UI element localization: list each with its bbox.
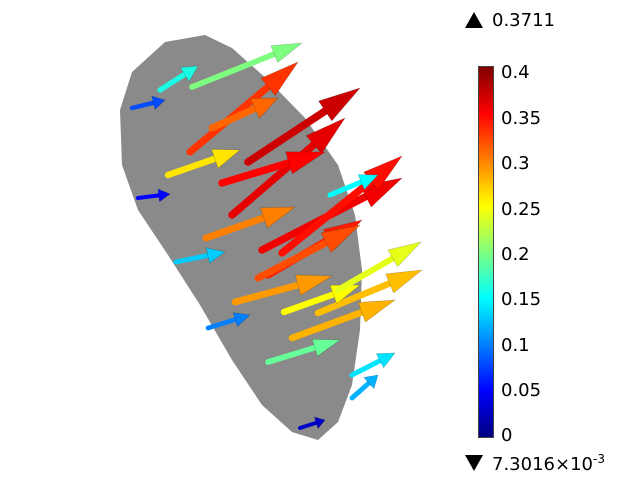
arrow-shaft <box>349 380 372 401</box>
colorbar-tick: 0.1 <box>501 335 530 356</box>
arrow-shaft <box>280 291 337 316</box>
arrow-head <box>320 224 361 253</box>
arrow-shaft <box>129 100 156 111</box>
arrow-head <box>318 87 361 122</box>
arrow-shaft <box>288 308 366 342</box>
arrow-shaft <box>244 107 330 166</box>
arrow-shaft <box>231 281 302 306</box>
arrow-head <box>259 206 296 229</box>
arrow-shaft <box>135 193 161 201</box>
arrow-head <box>305 117 346 155</box>
arrow-head <box>232 312 251 327</box>
min-triangle-icon <box>465 455 483 471</box>
arrow-head <box>270 42 303 63</box>
vector-arrow <box>244 87 361 166</box>
vector-arrow <box>231 274 334 306</box>
vector-arrow <box>254 224 361 282</box>
arrow-shaft <box>218 159 293 187</box>
arrow-shaft <box>265 344 318 365</box>
colorbar-tick: 0.3 <box>501 153 530 174</box>
arrow-shaft <box>164 155 219 179</box>
arrow-head <box>151 95 166 111</box>
surface-patch <box>120 35 362 440</box>
max-value-label: 0.3711 <box>492 10 555 31</box>
colorbar-tick: 0.25 <box>501 199 542 220</box>
arrow-layer <box>129 42 423 430</box>
arrow-head <box>357 299 397 323</box>
vector-arrow <box>205 312 251 331</box>
arrow-shaft <box>334 255 396 294</box>
min-value-label: 7.3016×10-3 <box>492 452 605 475</box>
vector-arrow <box>334 241 422 294</box>
vector-arrow <box>173 247 226 265</box>
arrow-shaft <box>202 214 268 242</box>
vector-arrow <box>314 269 423 317</box>
colorbar-tick: 0.15 <box>501 289 542 310</box>
arrow-head <box>311 338 341 357</box>
arrow-head <box>375 352 396 369</box>
colorbar-tick: 0.05 <box>501 380 542 401</box>
arrow-head <box>211 148 241 169</box>
vector-arrow <box>218 151 326 187</box>
vector-arrow <box>349 352 396 378</box>
arrow-shaft <box>298 420 319 430</box>
arrow-head <box>357 174 379 190</box>
arrow-head <box>249 97 279 119</box>
arrow-shaft <box>189 51 278 90</box>
vector-arrow <box>349 374 379 401</box>
vector-arrow <box>327 174 379 198</box>
min-value-times: ×10 <box>554 454 593 475</box>
arrow-head <box>363 374 379 390</box>
colorbar-tick: 0.35 <box>501 108 542 129</box>
arrow-head <box>387 241 422 268</box>
vector-arrow <box>298 416 326 430</box>
arrow-head <box>179 65 199 82</box>
arrow-shaft <box>314 280 393 317</box>
vector-arrow <box>288 299 397 342</box>
vector-arrow <box>157 65 199 93</box>
min-value-mantissa: 7.3016 <box>492 454 555 475</box>
arrow-head <box>157 188 171 203</box>
vector-arrow <box>164 148 241 179</box>
vector-arrow <box>129 95 166 111</box>
colorbar <box>478 66 494 438</box>
vector-arrow <box>208 97 279 132</box>
colorbar-tick: 0 <box>501 425 513 446</box>
max-triangle-icon <box>465 12 483 28</box>
arrow-head <box>313 416 326 430</box>
colorbar-tick: 0.4 <box>501 62 530 83</box>
arrow-shaft <box>208 105 259 132</box>
arrow-shaft <box>205 317 238 331</box>
vector-arrow <box>135 188 171 203</box>
vector-arrow <box>202 206 296 242</box>
arrow-head <box>205 247 226 264</box>
arrow-shaft <box>173 253 211 265</box>
arrow-shaft <box>278 177 375 257</box>
arrow-shaft <box>254 239 330 282</box>
arrow-shaft <box>157 71 188 93</box>
arrow-shaft <box>327 179 364 198</box>
min-value-exponent: -3 <box>592 452 605 466</box>
arrow-shaft <box>349 358 383 378</box>
vector-arrow <box>189 42 303 90</box>
arrow-head <box>285 151 326 175</box>
colorbar-tick: 0.2 <box>501 244 530 265</box>
vector-arrow <box>265 338 341 365</box>
arrow-head <box>385 269 423 294</box>
arrow-head <box>260 61 299 97</box>
arrow-head <box>294 274 334 296</box>
